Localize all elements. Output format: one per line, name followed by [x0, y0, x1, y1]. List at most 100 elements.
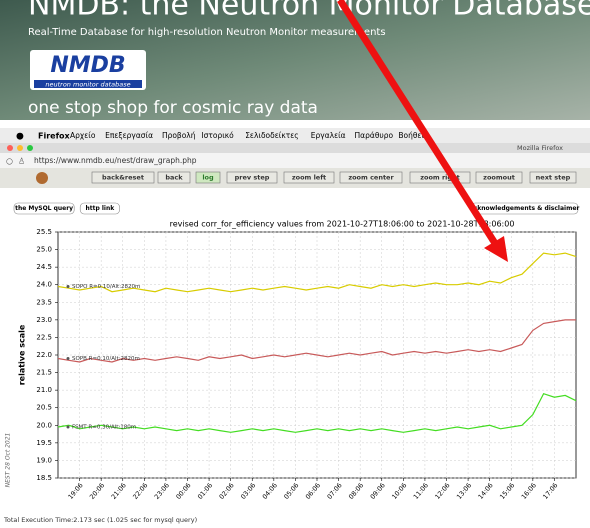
zoom-button[interactable] — [27, 145, 33, 151]
menu-item[interactable]: Επεξεργασία — [105, 131, 153, 140]
x-tick-label: 10:06 — [390, 481, 408, 500]
x-tick-label: 17:06 — [541, 481, 559, 500]
x-tick-label: 08:06 — [347, 481, 365, 500]
y-tick-label: 19.0 — [36, 456, 52, 464]
banner-slogan: one stop shop for cosmic ray data — [28, 98, 318, 118]
x-tick-label: 15:06 — [498, 481, 516, 500]
y-tick-label: 20.0 — [36, 421, 52, 429]
y-tick-label: 25.0 — [36, 246, 52, 254]
chart-title: revised corr_for_efficiency values from … — [170, 220, 515, 229]
lock-icon: ♙ — [18, 157, 25, 166]
menu-item[interactable]: Αρχείο — [70, 131, 96, 140]
x-tick-label: 11:06 — [412, 481, 430, 500]
toolbar-button[interactable] — [409, 171, 471, 184]
y-tick-label: 19.5 — [36, 439, 52, 447]
x-tick-label: 22:06 — [131, 481, 149, 500]
x-tick-label: 23:06 — [153, 481, 171, 500]
series-line — [57, 252, 577, 293]
y-tick-label: 23.0 — [36, 316, 52, 324]
toolbar-button[interactable] — [91, 171, 155, 184]
toolbar-button[interactable] — [195, 171, 221, 184]
series-marker — [66, 357, 70, 361]
y-tick-label: 21.5 — [36, 369, 52, 377]
x-tick-label: 05:06 — [282, 481, 300, 500]
y-tick-label: 24.0 — [36, 281, 52, 289]
link-label[interactable]: http link — [85, 205, 115, 212]
toolbar-button-label[interactable]: zoomout — [483, 174, 515, 182]
y-tick-label: 24.5 — [36, 263, 52, 271]
x-tick-label: 14:06 — [477, 481, 495, 500]
title-bar — [0, 143, 590, 153]
toolbar-button[interactable] — [529, 171, 577, 184]
x-tick-label: 20:06 — [88, 481, 106, 500]
menu-app[interactable]: Firefox — [38, 132, 71, 141]
nest-logo — [36, 172, 48, 184]
x-tick-label: 16:06 — [520, 481, 538, 500]
menu-item[interactable]: Εργαλεία — [311, 131, 346, 140]
x-tick-label: 21:06 — [110, 481, 128, 500]
y-tick-label: 22.0 — [36, 351, 52, 359]
menu-item[interactable]: Προβολή — [162, 131, 196, 140]
y-axis-label: relative scale — [18, 324, 27, 385]
x-tick-label: 09:06 — [369, 481, 387, 500]
x-tick-label: 00:06 — [174, 481, 192, 500]
link-button[interactable] — [79, 202, 120, 215]
minimize-button[interactable] — [17, 145, 23, 151]
menu-item[interactable]: Σελιδοδείκτες — [245, 131, 299, 140]
toolbar-button-label[interactable]: next step — [536, 174, 571, 182]
link-label[interactable]: the MySQL query — [15, 205, 73, 212]
x-tick-label: 13:06 — [455, 481, 473, 500]
toolbar-button-label[interactable]: zoom right — [420, 174, 460, 182]
toolbar-button[interactable] — [475, 171, 523, 184]
toolbar-button-label[interactable]: back — [165, 174, 183, 182]
x-tick-label: 03:06 — [239, 481, 257, 500]
x-tick-label: 02:06 — [218, 481, 236, 500]
logo: NMDB — [50, 53, 125, 78]
x-tick-label: 19:06 — [66, 481, 84, 500]
series-label: SOPB R=0.10/Alt:2820m — [72, 356, 140, 362]
series-marker — [66, 425, 70, 429]
apple-menu: ● — [16, 132, 24, 142]
toolbar-button-label[interactable]: zoom center — [348, 174, 394, 182]
series-label: FSMT R=0.30/Alt:180m — [72, 425, 136, 431]
url[interactable]: https://www.nmdb.eu/nest/draw_graph.php — [34, 156, 197, 165]
menu-item[interactable]: Βοήθεια — [398, 131, 429, 140]
y-tick-label: 25.5 — [36, 228, 52, 236]
banner-subtitle: Real-Time Database for high-resolution N… — [28, 27, 386, 38]
y-tick-label: 18.5 — [36, 474, 52, 482]
x-tick-label: 04:06 — [261, 481, 279, 500]
footer: Total Execution Time:2.173 sec (1.025 se… — [3, 516, 197, 524]
x-tick-label: 06:06 — [304, 481, 322, 500]
toolbar-button[interactable] — [339, 171, 403, 184]
side-note: NEST 28 Oct 2021 — [5, 433, 12, 488]
series-label: SOPO R=0.10/Alt:2820m — [72, 284, 140, 290]
toolbar-button-label[interactable]: log — [202, 174, 214, 182]
series-line — [57, 392, 577, 433]
toolbar-button-label[interactable]: prev step — [235, 174, 270, 182]
y-tick-label: 20.5 — [36, 404, 52, 412]
y-tick-label: 21.0 — [36, 386, 52, 394]
y-tick-label: 22.5 — [36, 333, 52, 341]
link-button[interactable] — [13, 202, 75, 215]
logo-strip — [34, 80, 142, 88]
menu-item[interactable]: Ιστορικό — [201, 131, 234, 140]
series-marker — [66, 284, 70, 288]
x-tick-label: 01:06 — [196, 481, 214, 500]
close-button[interactable] — [7, 145, 13, 151]
toolbar-button-label[interactable]: back&reset — [102, 174, 144, 182]
y-tick-label: 23.5 — [36, 298, 52, 306]
banner-title: NMDB: the Neutron Monitor Database — [28, 0, 590, 23]
toolbar-button[interactable] — [157, 171, 191, 184]
link-label[interactable]: acknowledgements & disclaimer — [470, 205, 580, 212]
annotation-arrow — [337, 0, 501, 250]
menubar — [0, 128, 590, 143]
menu-item[interactable]: Παράθυρο — [355, 131, 394, 140]
x-tick-label: 12:06 — [433, 481, 451, 500]
toolbar-button[interactable] — [226, 171, 278, 184]
window-title: Mozilla Firefox — [517, 144, 563, 152]
arrow-head — [484, 236, 508, 262]
toolbar-button-label[interactable]: zoom left — [292, 174, 326, 182]
toolbar-button[interactable] — [283, 171, 335, 184]
series-line — [57, 319, 576, 363]
